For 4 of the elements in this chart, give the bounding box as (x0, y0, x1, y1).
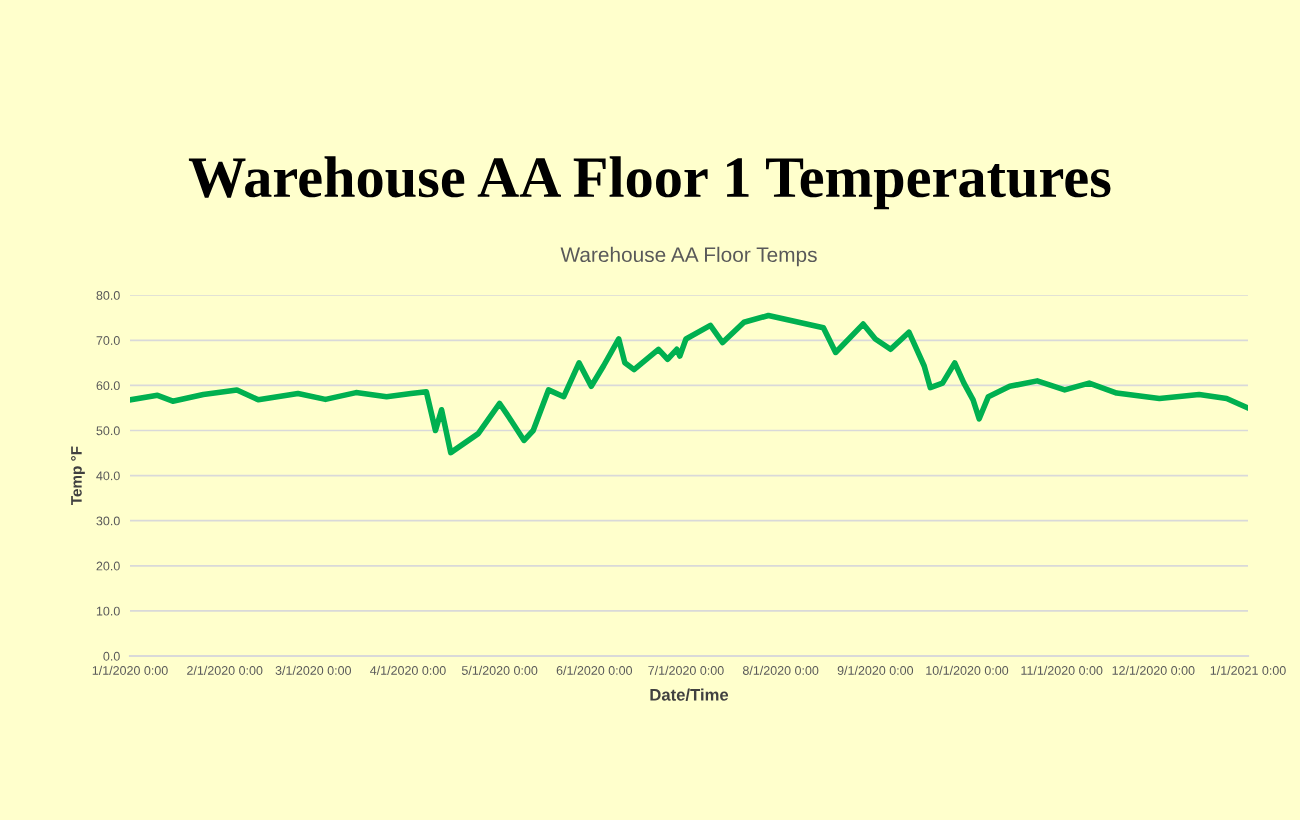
x-axis-title: Date/Time (650, 688, 729, 701)
chart-subtitle: Warehouse AA Floor Temps (560, 246, 817, 267)
chart-title: Warehouse AA Floor 1 Temperatures (188, 156, 1111, 210)
line-series (130, 312, 1248, 456)
